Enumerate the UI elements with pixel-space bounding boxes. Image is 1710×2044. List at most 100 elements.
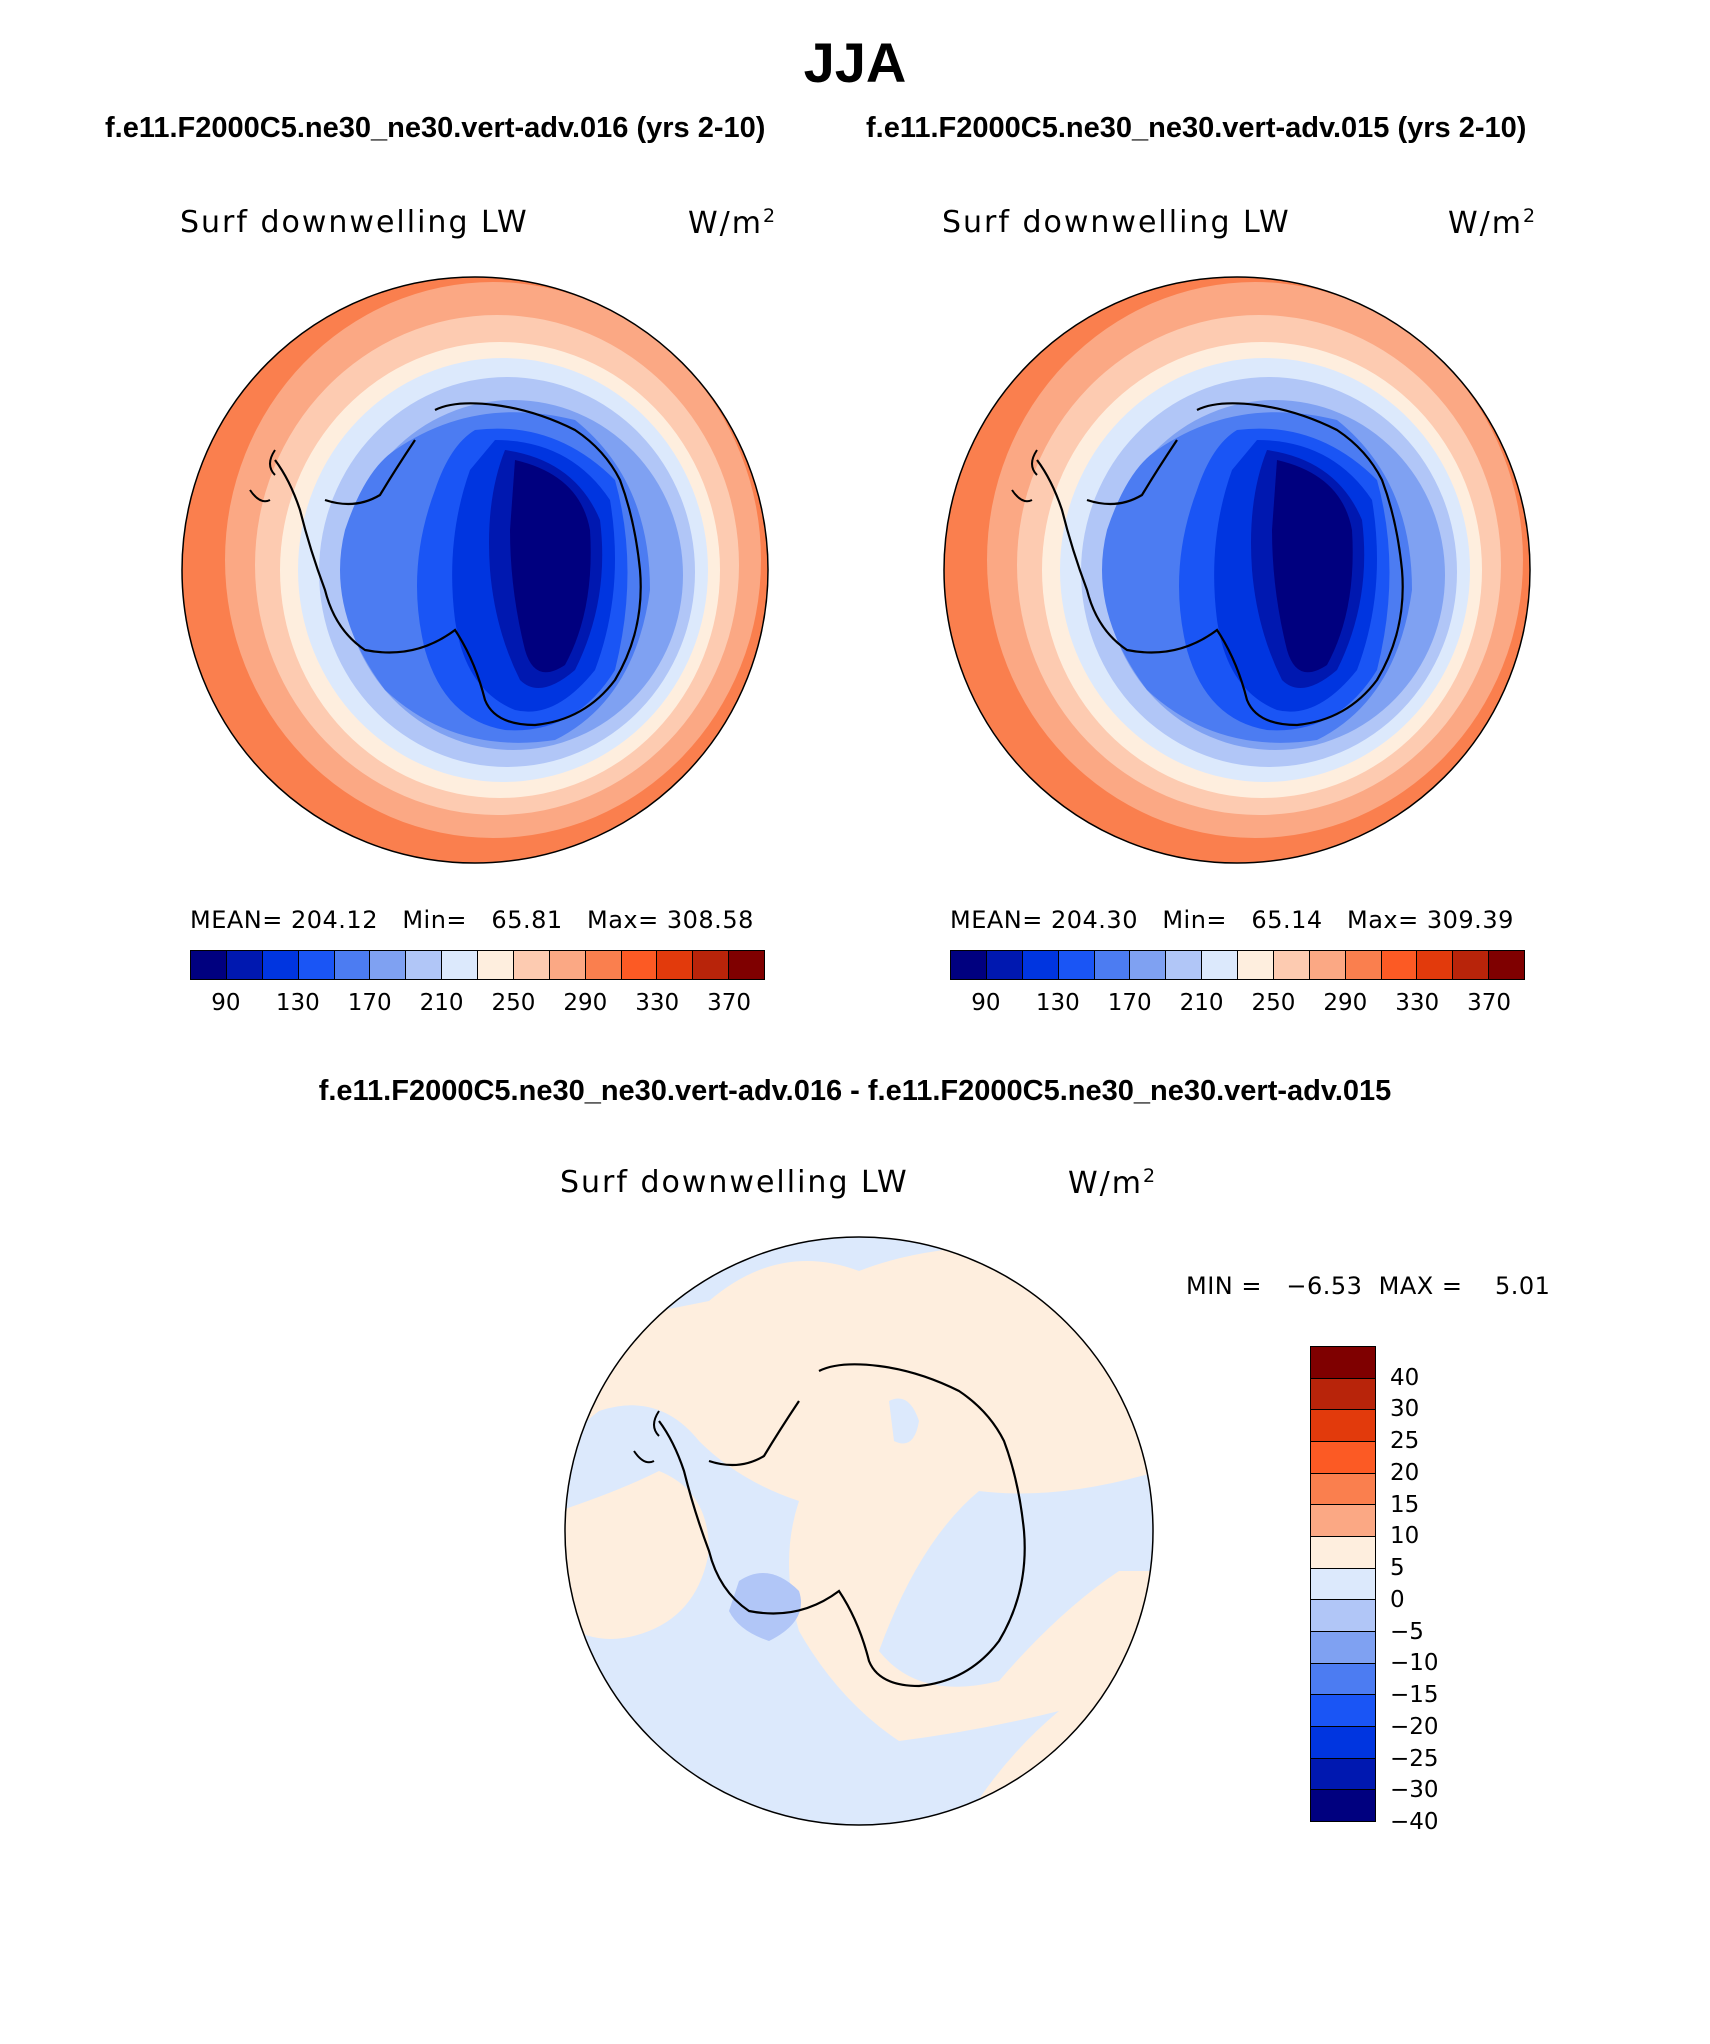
left-colorbar-ticks: 90 130 170 210 250 290 330 370	[190, 990, 765, 1020]
left-polar-map	[181, 276, 769, 864]
diff-variable-label: Surf downwelling LW	[560, 1165, 909, 1200]
left-colorbar-cell	[191, 951, 227, 979]
diff-colorbar-tick-label: −40	[1390, 1809, 1439, 1835]
right-colorbar-cell	[1202, 951, 1238, 979]
right-colorbar-cell	[1058, 951, 1095, 979]
left-colorbar-cell	[657, 951, 694, 979]
diff-colorbar-tick-label: 20	[1390, 1459, 1420, 1486]
left-colorbar-cell	[585, 951, 622, 979]
right-colorbar-cell	[1273, 951, 1310, 979]
right-colorbar-cell	[1022, 951, 1059, 979]
diff-colorbar-tick-label: −30	[1390, 1777, 1439, 1804]
diff-colorbar-cell	[1311, 1473, 1375, 1506]
figure-title: JJA	[803, 31, 907, 94]
diff-colorbar-cell	[1311, 1727, 1375, 1759]
right-colorbar-cell	[1238, 951, 1274, 979]
diff-colorbar-tick-label: −15	[1390, 1682, 1439, 1709]
left-colorbar-tick-label: 290	[563, 990, 608, 1016]
diff-colorbar-cell	[1311, 1378, 1375, 1411]
diff-colorbar-cell	[1311, 1695, 1375, 1728]
subtitle-left-case: f.e11.F2000C5.ne30_ne30.vert-adv.016 (yr…	[105, 112, 766, 144]
diff-colorbar-tick-label: −5	[1390, 1618, 1424, 1645]
left-colorbar-cell	[513, 951, 550, 979]
left-colorbar-cell	[226, 951, 263, 979]
left-colorbar	[190, 950, 765, 980]
right-colorbar-tick-label: 370	[1467, 990, 1512, 1016]
difference-polar-map	[564, 1236, 1154, 1826]
diff-colorbar-tick-label: 30	[1390, 1396, 1420, 1423]
diff-colorbar-tick-label: −10	[1390, 1650, 1439, 1677]
right-colorbar-tick-label: 330	[1395, 990, 1440, 1016]
left-colorbar-cell	[370, 951, 407, 979]
right-colorbar-cell	[1453, 951, 1490, 979]
right-polar-map	[943, 276, 1531, 864]
right-colorbar-tick-label: 250	[1251, 990, 1296, 1016]
left-colorbar-tick-label: 130	[275, 990, 320, 1016]
right-stats: MEAN= 204.30 Min= 65.14 Max= 309.39	[950, 906, 1514, 934]
diff-colorbar-tick-label: 0	[1390, 1586, 1405, 1613]
right-colorbar-cell	[1489, 951, 1524, 979]
diff-colorbar-tick-label: −25	[1390, 1745, 1439, 1772]
left-colorbar-cell	[478, 951, 514, 979]
right-colorbar-cell	[1094, 951, 1131, 979]
right-colorbar-cell	[1381, 951, 1418, 979]
diff-colorbar-tick-label: 40	[1390, 1364, 1420, 1391]
right-colorbar	[950, 950, 1525, 980]
left-colorbar-tick-label: 210	[419, 990, 464, 1016]
subtitle-difference: f.e11.F2000C5.ne30_ne30.vert-adv.016 - f…	[318, 1075, 1392, 1107]
right-variable-label: Surf downwelling LW	[942, 205, 1291, 240]
diff-colorbar-cell	[1311, 1505, 1375, 1538]
left-colorbar-cell	[334, 951, 371, 979]
diff-colorbar-cell	[1311, 1410, 1375, 1443]
left-colorbar-cell	[549, 951, 586, 979]
diff-colorbar-cell	[1311, 1758, 1375, 1791]
right-colorbar-tick-label: 210	[1179, 990, 1224, 1016]
left-colorbar-cell	[729, 951, 764, 979]
diff-colorbar-cell	[1311, 1600, 1375, 1633]
left-colorbar-cell	[442, 951, 478, 979]
diff-stats: MIN = −6.53 MAX = 5.01	[1186, 1272, 1551, 1300]
diff-colorbar-cell	[1311, 1347, 1375, 1379]
diff-units-label: W/m2	[1068, 1165, 1158, 1201]
right-colorbar-tick-label: 290	[1323, 990, 1368, 1016]
diff-colorbar-tick-label: 15	[1390, 1491, 1420, 1518]
diff-colorbar-tick-label: 10	[1390, 1523, 1420, 1550]
right-colorbar-cell	[986, 951, 1023, 979]
left-colorbar-tick-label: 370	[707, 990, 752, 1016]
subtitle-right-case: f.e11.F2000C5.ne30_ne30.vert-adv.015 (yr…	[866, 112, 1527, 144]
left-colorbar-cell	[298, 951, 335, 979]
left-units-label: W/m2	[688, 205, 778, 241]
left-variable-label: Surf downwelling LW	[180, 205, 529, 240]
right-colorbar-cell	[1309, 951, 1346, 979]
left-colorbar-cell	[262, 951, 299, 979]
left-colorbar-tick-label: 330	[635, 990, 680, 1016]
right-colorbar-tick-label: 130	[1035, 990, 1080, 1016]
left-colorbar-tick-label: 90	[211, 990, 241, 1016]
diff-colorbar-cell	[1311, 1632, 1375, 1664]
right-units-label: W/m2	[1448, 205, 1538, 241]
left-colorbar-tick-label: 170	[347, 990, 392, 1016]
diff-colorbar-tick-label: 5	[1390, 1555, 1405, 1582]
diff-colorbar-cell	[1311, 1442, 1375, 1474]
left-colorbar-cell	[621, 951, 658, 979]
right-colorbar-cell	[951, 951, 987, 979]
left-colorbar-tick-label: 250	[491, 990, 536, 1016]
diff-colorbar-tick-label: −20	[1390, 1713, 1439, 1740]
right-colorbar-cell	[1166, 951, 1203, 979]
left-colorbar-cell	[693, 951, 730, 979]
diff-colorbar-cell	[1311, 1663, 1375, 1696]
right-colorbar-ticks: 90 130 170 210 250 290 330 370	[950, 990, 1525, 1020]
right-colorbar-tick-label: 170	[1107, 990, 1152, 1016]
left-colorbar-cell	[406, 951, 443, 979]
right-colorbar-cell	[1417, 951, 1454, 979]
diff-colorbar-cell	[1311, 1790, 1375, 1822]
diff-colorbar	[1310, 1346, 1376, 1822]
diff-colorbar-ticks: 40 30 25 20 15 10 5 0 −5 −10 −15 −20 −25 −30 −40	[1390, 1346, 1470, 1835]
diff-colorbar-cell	[1311, 1568, 1375, 1601]
left-stats: MEAN= 204.12 Min= 65.81 Max= 308.58	[190, 906, 754, 934]
right-colorbar-tick-label: 90	[971, 990, 1001, 1016]
right-colorbar-cell	[1345, 951, 1382, 979]
diff-colorbar-tick-label: 25	[1390, 1428, 1420, 1455]
right-colorbar-cell	[1130, 951, 1167, 979]
diff-colorbar-cell	[1311, 1537, 1375, 1569]
